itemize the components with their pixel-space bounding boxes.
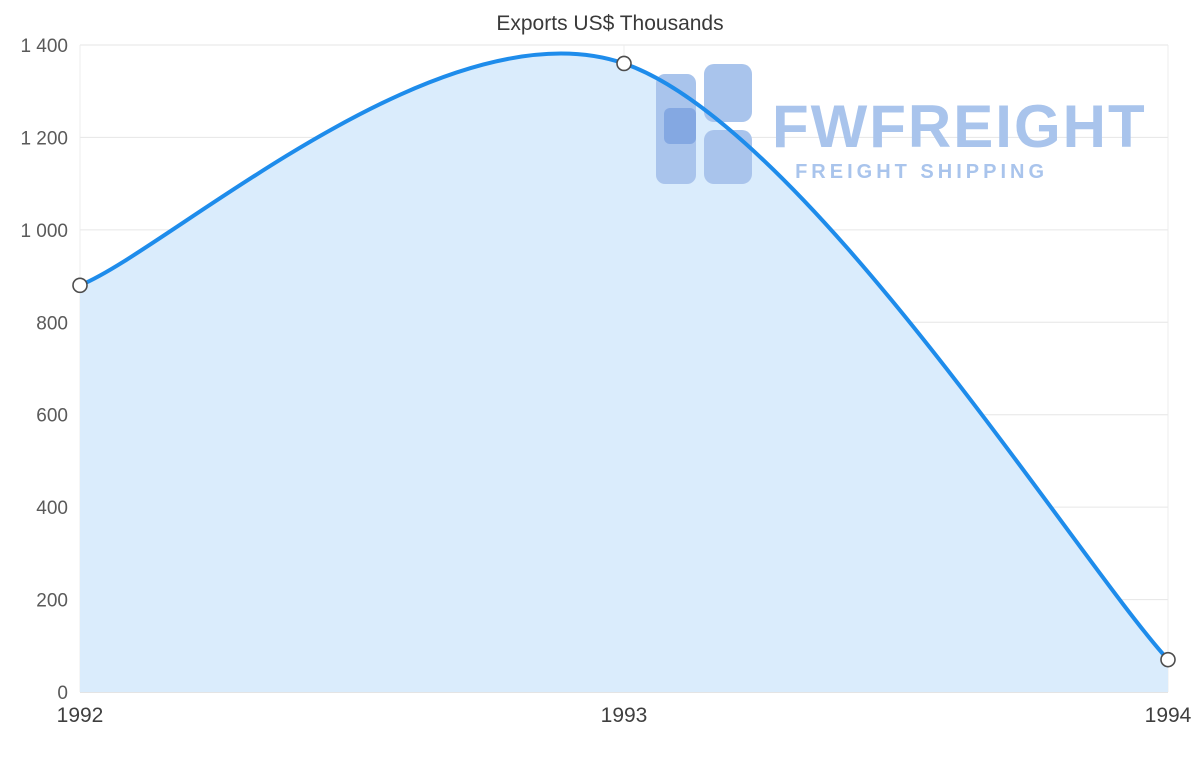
area-fill (80, 53, 1168, 692)
watermark-brand-text: FWFREIGHT (772, 93, 1147, 160)
y-tick-label: 1 000 (20, 221, 68, 242)
fwfreight-logo-icon (656, 64, 752, 184)
chart-title: Exports US$ Thousands (496, 12, 723, 35)
y-tick-label: 1 400 (20, 36, 68, 57)
data-point-markers (72, 55, 1176, 668)
y-tick-label: 0 (57, 683, 68, 704)
data-point-marker[interactable] (616, 55, 632, 72)
watermark: FWFREIGHT FREIGHT SHIPPING (656, 64, 1147, 184)
data-point-marker[interactable] (1160, 651, 1176, 668)
y-tick-label: 600 (36, 406, 68, 427)
data-point-marker[interactable] (72, 277, 88, 294)
y-tick-label: 400 (36, 498, 68, 519)
x-tick-label: 1993 (601, 704, 648, 727)
y-tick-label: 800 (36, 313, 68, 334)
x-tick-label: 1994 (1145, 704, 1192, 727)
axis-labels: 0 200 400 600 800 1 000 1 200 1 400 1992 1993 1994 (20, 36, 1191, 727)
watermark-tagline-text: FREIGHT SHIPPING (795, 161, 1048, 183)
series-line (78, 51, 1170, 662)
y-tick-label: 200 (36, 591, 68, 612)
y-tick-label: 1 200 (20, 128, 68, 149)
x-tick-label: 1992 (57, 704, 104, 727)
